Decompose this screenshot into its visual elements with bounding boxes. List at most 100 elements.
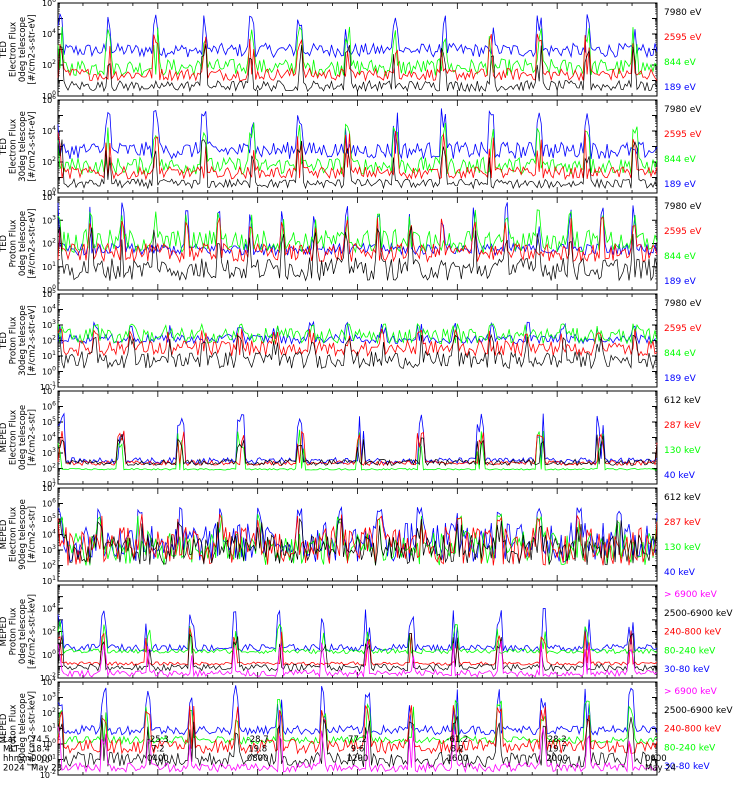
y-tick-label: 103	[42, 214, 56, 225]
time-row-value: 28.2	[548, 735, 567, 745]
legend-entry: 612 keV	[664, 493, 701, 503]
y-tick-label: 105	[42, 288, 56, 299]
series-green-line	[57, 513, 658, 566]
y-tick-label: 101	[42, 478, 56, 489]
legend-entry: 40 keV	[664, 471, 696, 481]
legend-entry: 287 keV	[664, 421, 701, 431]
time-row-value: May 24	[645, 764, 676, 774]
y-tick-label: 10-1	[40, 754, 56, 765]
legend-entry: 7980 eV	[664, 105, 702, 115]
series-red-line	[57, 513, 658, 566]
time-row-value: 1200	[347, 754, 369, 764]
panel-4: 10-1 100 101 102 103 104 105 TEDProton Flux30de…	[0, 288, 702, 392]
y-tick-label: 100	[42, 738, 56, 749]
legend-entry: 2500-6900 keV	[664, 609, 733, 619]
legend-entry: 2595 eV	[664, 130, 702, 140]
panel-3: 100 101 102 103 104 TEDProton Flux0deg telesc…	[0, 191, 702, 295]
legend-entry: 189 eV	[664, 374, 697, 384]
legend-entry: 7980 eV	[664, 202, 702, 212]
legend-entry: > 6900 keV	[664, 687, 718, 697]
time-row-label: 2024	[3, 764, 25, 774]
series-blue-line	[57, 320, 658, 345]
panel-8: 10-2 10-1 100 101 102 103 104 MEPEDProton Flux9…	[0, 676, 733, 780]
legend-entry: 2595 eV	[664, 227, 702, 237]
y-tick-label: 10-2	[40, 672, 56, 683]
time-axis-labels: Lat 74.5 -25.3 -28.7 77.2 -61.2 28.2 MLT 18.4 7.2…	[3, 735, 676, 774]
legend-entry: 240-800 keV	[664, 725, 722, 735]
y-tick-label: 106	[42, 94, 56, 105]
y-axis-label: MEPEDProton Flux90deg telescope[#/cm2-s-…	[0, 691, 37, 766]
series-green-line	[57, 322, 658, 345]
series-red-line	[57, 217, 658, 264]
time-row-value: 0800	[247, 754, 269, 764]
legend-entry: 844 eV	[664, 155, 697, 165]
time-row-value: -61.2	[446, 735, 468, 745]
y-tick-label: 100	[42, 284, 56, 295]
series-black-line	[57, 43, 658, 93]
legend-entry: 40 keV	[664, 568, 696, 578]
series-black-line	[57, 139, 658, 190]
y-tick-label: 103	[42, 692, 56, 703]
y-tick-label: 104	[42, 125, 56, 136]
y-tick-label: 106	[42, 498, 56, 509]
y-tick-label: 104	[42, 191, 56, 202]
y-tick-label: 104	[42, 602, 56, 613]
y-tick-label: 107	[42, 482, 56, 493]
time-row-value: 19.8	[248, 745, 267, 755]
series-black-line	[57, 434, 658, 467]
legend-entry: 287 keV	[664, 518, 701, 528]
y-tick-label: 103	[42, 319, 56, 330]
time-row-value: 0000	[31, 754, 53, 764]
legend-entry: 80-240 keV	[664, 743, 716, 753]
time-row-value: 0000	[645, 754, 667, 764]
time-row-value: 1600	[447, 754, 469, 764]
legend-entry: 2595 eV	[664, 33, 702, 43]
series-black-line	[57, 226, 658, 282]
legend-entry: > 6900 keV	[664, 590, 718, 600]
y-tick-label: 101	[42, 350, 56, 361]
y-axis-label: TEDProton Flux0deg telescope[#/cm2-s-str…	[0, 208, 37, 278]
series-magenta-line	[57, 725, 658, 774]
series-black-line	[57, 333, 657, 370]
y-tick-label: 10-2	[40, 769, 56, 780]
y-tick-label: 102	[42, 560, 56, 571]
series-magenta-line	[57, 640, 658, 678]
legend-entry: 844 eV	[664, 349, 697, 359]
y-tick-label: 106	[42, 401, 56, 412]
y-tick-label: 102	[42, 626, 56, 637]
y-tick-label: 104	[42, 529, 56, 540]
y-tick-label: 101	[42, 575, 56, 586]
legend-entry: 844 eV	[664, 252, 697, 262]
legend-entry: 189 eV	[664, 180, 697, 190]
time-row-value: 77.2	[348, 735, 367, 745]
legend-entry: 30-80 keV	[664, 665, 710, 675]
y-tick-label: 104	[42, 432, 56, 443]
y-tick-label: 106	[42, 0, 56, 8]
y-tick-label: 102	[42, 707, 56, 718]
y-tick-label: 100	[42, 366, 56, 377]
series-blue-line	[57, 412, 658, 465]
panel-2: 100 102 104 106 TEDElectron Flux30deg telesc…	[0, 94, 702, 198]
series-black-line	[57, 517, 658, 566]
legend-entry: 240-800 keV	[664, 628, 722, 638]
panel-1: 100 102 104 106 TEDElectron Flux0deg telesco…	[0, 0, 702, 101]
y-tick-label: 104	[42, 28, 56, 39]
time-row-value: 9.6	[351, 745, 365, 755]
legend-entry: 30-80 keV	[664, 762, 710, 772]
y-tick-label: 105	[42, 513, 56, 524]
series-red-line	[57, 328, 658, 358]
time-row-value: 0400	[147, 754, 169, 764]
series-green-line	[57, 209, 658, 254]
y-axis-label: TEDElectron Flux30deg telescope[#/cm2-s-…	[0, 111, 37, 182]
time-row-value: 18.4	[31, 745, 50, 755]
legend-entry: 2595 eV	[664, 324, 702, 334]
panel-7: 10-2 100 102 104 MEPEDProton Flux0deg telesc…	[0, 584, 733, 683]
y-tick-label: 107	[42, 385, 56, 396]
series-black-line	[57, 632, 658, 672]
time-row-value: 8.2	[451, 745, 465, 755]
y-tick-label: 101	[42, 261, 56, 272]
y-axis-label: MEPEDProton Flux0deg telescope[#/cm2-s-s…	[0, 594, 37, 669]
series-green-line	[57, 26, 658, 77]
time-row-value: 2000	[546, 754, 568, 764]
